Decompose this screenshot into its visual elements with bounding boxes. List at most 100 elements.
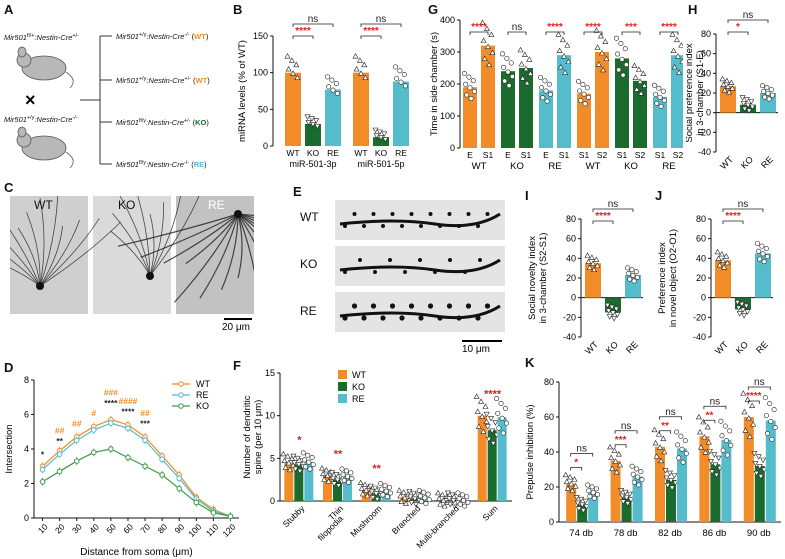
- neuron-branch: [10, 246, 41, 287]
- data-point: [282, 464, 289, 470]
- dendritic-spine: [419, 224, 423, 228]
- panel-label-e: E: [293, 184, 302, 199]
- data-point: [321, 476, 328, 482]
- data-point: [542, 78, 548, 84]
- data-point: [393, 64, 399, 70]
- sig-label: ns: [665, 407, 676, 418]
- chart-j: -40 -20 0 20 40 60 80 Preference index in novel …: [657, 199, 773, 355]
- neuron-branch: [149, 213, 155, 277]
- data-point: [716, 465, 723, 472]
- bar: [343, 476, 352, 501]
- data-point: [562, 69, 569, 75]
- bar: [577, 93, 591, 148]
- y-axis-label: Time in side chamber (s): [429, 32, 440, 136]
- legend-label: WT: [196, 379, 210, 389]
- data-point: [741, 313, 748, 319]
- data-point: [626, 491, 633, 498]
- data-point: [480, 37, 487, 43]
- dendritic-spine: [465, 303, 472, 309]
- y-axis-label: Intersection: [4, 424, 15, 473]
- data-point: [666, 470, 673, 477]
- data-point: [696, 428, 704, 435]
- data-point: [142, 463, 148, 470]
- data-point: [565, 58, 572, 64]
- data-point: [671, 473, 678, 479]
- data-point: [348, 470, 354, 476]
- data-point: [636, 482, 642, 488]
- data-point: [359, 490, 366, 497]
- y-tick-label: -40: [698, 147, 711, 157]
- data-point: [398, 498, 405, 504]
- data-point: [526, 56, 533, 62]
- bar: [715, 260, 731, 298]
- dendrite-label-re: RE: [300, 304, 317, 318]
- neuron-branch: [149, 202, 164, 277]
- data-point: [544, 98, 550, 104]
- data-point: [509, 74, 515, 80]
- data-point: [439, 491, 446, 498]
- neuron-soma: [146, 272, 154, 280]
- data-point: [585, 258, 592, 264]
- data-point: [357, 479, 364, 486]
- data-point: [574, 500, 581, 507]
- mouse-icon: [16, 126, 74, 169]
- sig-label: **: [706, 410, 714, 421]
- data-point: [498, 400, 504, 406]
- x-tick-label: 10: [36, 522, 50, 536]
- data-point: [305, 120, 312, 126]
- data-point: [619, 56, 625, 62]
- data-point: [608, 304, 615, 311]
- data-point: [309, 455, 315, 461]
- data-point: [388, 490, 394, 496]
- bar: [655, 446, 665, 522]
- y-tick-label: 8: [24, 375, 29, 385]
- bar: [633, 80, 647, 148]
- data-point: [377, 135, 385, 141]
- data-point: [744, 396, 751, 402]
- neuron-branch: [149, 196, 200, 277]
- data-point: [349, 475, 355, 481]
- x-tick-label: RE: [754, 339, 770, 355]
- data-point: [683, 451, 689, 457]
- y-tick-label: 0: [549, 517, 554, 527]
- data-point: [741, 408, 748, 415]
- data-point: [293, 61, 300, 68]
- data-point: [519, 75, 526, 81]
- offspring-genotype: Mir501fl/y:Nestin-Cre+/- (KO): [116, 118, 209, 127]
- annotation: ###: [104, 388, 118, 398]
- data-point: [502, 78, 508, 84]
- sig-bracket: [703, 419, 716, 424]
- dendrite-label-wt: WT: [300, 210, 319, 224]
- data-point: [726, 88, 733, 95]
- neuron-branch: [237, 213, 254, 224]
- data-point: [591, 266, 598, 272]
- data-point: [159, 456, 165, 463]
- dendritic-spine: [403, 270, 407, 274]
- neuron-branch: [112, 213, 151, 277]
- legend-marker: [178, 403, 184, 409]
- data-point: [660, 88, 666, 94]
- data-point: [308, 116, 315, 122]
- data-point: [630, 471, 636, 477]
- x-tick-label: RE: [327, 148, 339, 158]
- data-point: [301, 457, 307, 463]
- data-point: [702, 449, 709, 455]
- data-point: [506, 83, 512, 89]
- sig-bracket: [292, 23, 334, 27]
- data-point: [698, 444, 705, 450]
- sig-label: ns: [608, 199, 619, 210]
- data-point: [411, 496, 418, 502]
- data-point: [310, 461, 316, 467]
- data-point: [607, 443, 614, 450]
- data-point: [715, 455, 722, 462]
- dendritic-spine: [342, 315, 348, 321]
- x-tick-label: Sum: [480, 503, 499, 522]
- data-point: [743, 97, 750, 103]
- series-line: [42, 419, 231, 517]
- legend-marker: [178, 381, 184, 387]
- y-tick-label: 20: [696, 273, 706, 283]
- bar: [677, 448, 687, 522]
- sig-bracket: [614, 430, 638, 434]
- data-point: [408, 500, 415, 506]
